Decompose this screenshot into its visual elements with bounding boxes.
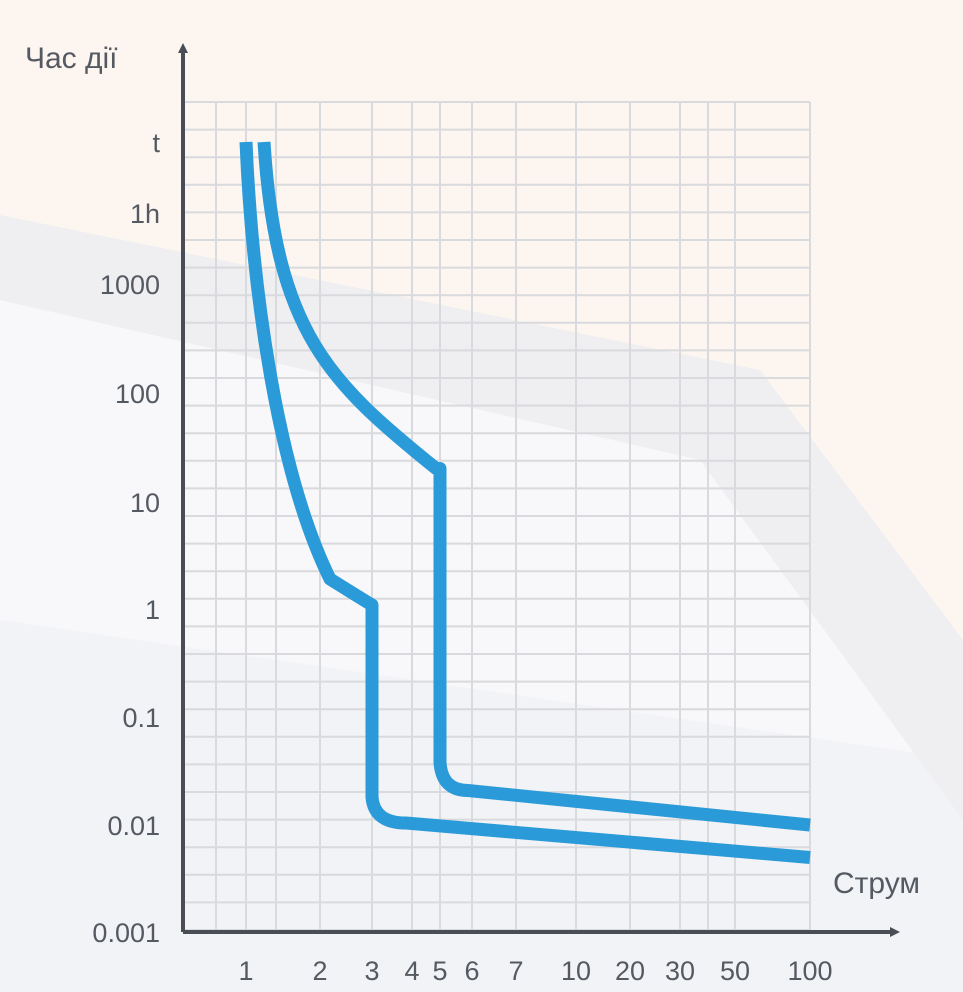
y-tick-label: 100 [115,379,160,409]
x-tick-label: 5 [432,956,447,986]
x-tick-label: 20 [615,956,645,986]
trip-curve [257,141,811,832]
x-tick-label: 30 [665,956,695,986]
axes [178,43,900,937]
y-tick-label: 0.01 [107,811,160,841]
x-tick-label: 4 [404,956,419,986]
y-tick-label: t [152,128,160,158]
y-tick-label: 1 [145,595,160,625]
curves [239,141,811,864]
x-tick-label: 3 [364,956,379,986]
x-tick-label: 50 [720,956,750,986]
y-tick-label: 10 [130,488,160,518]
x-tick-label: 10 [561,956,591,986]
x-axis-title: Струм [833,867,920,900]
x-tick-label: 7 [508,956,523,986]
x-tick-label: 6 [464,956,479,986]
y-tick-label: 0.001 [92,918,160,948]
y-axis-title: Час дії [25,42,118,75]
y-tick-label: 0.1 [122,703,160,733]
x-tick-label: 1 [238,956,253,986]
x-tick-label: 100 [787,956,832,986]
trip-curve [239,141,811,864]
y-tick-label: 1000 [100,270,160,300]
x-tick-labels: 1 2 3 4 5 6 7 10 20 30 50 100 [238,956,832,986]
y-tick-label: 1h [130,199,160,229]
x-tick-label: 2 [312,956,327,986]
y-tick-labels: t 1h 1000 100 10 1 0.1 0.01 0.001 [92,128,160,948]
